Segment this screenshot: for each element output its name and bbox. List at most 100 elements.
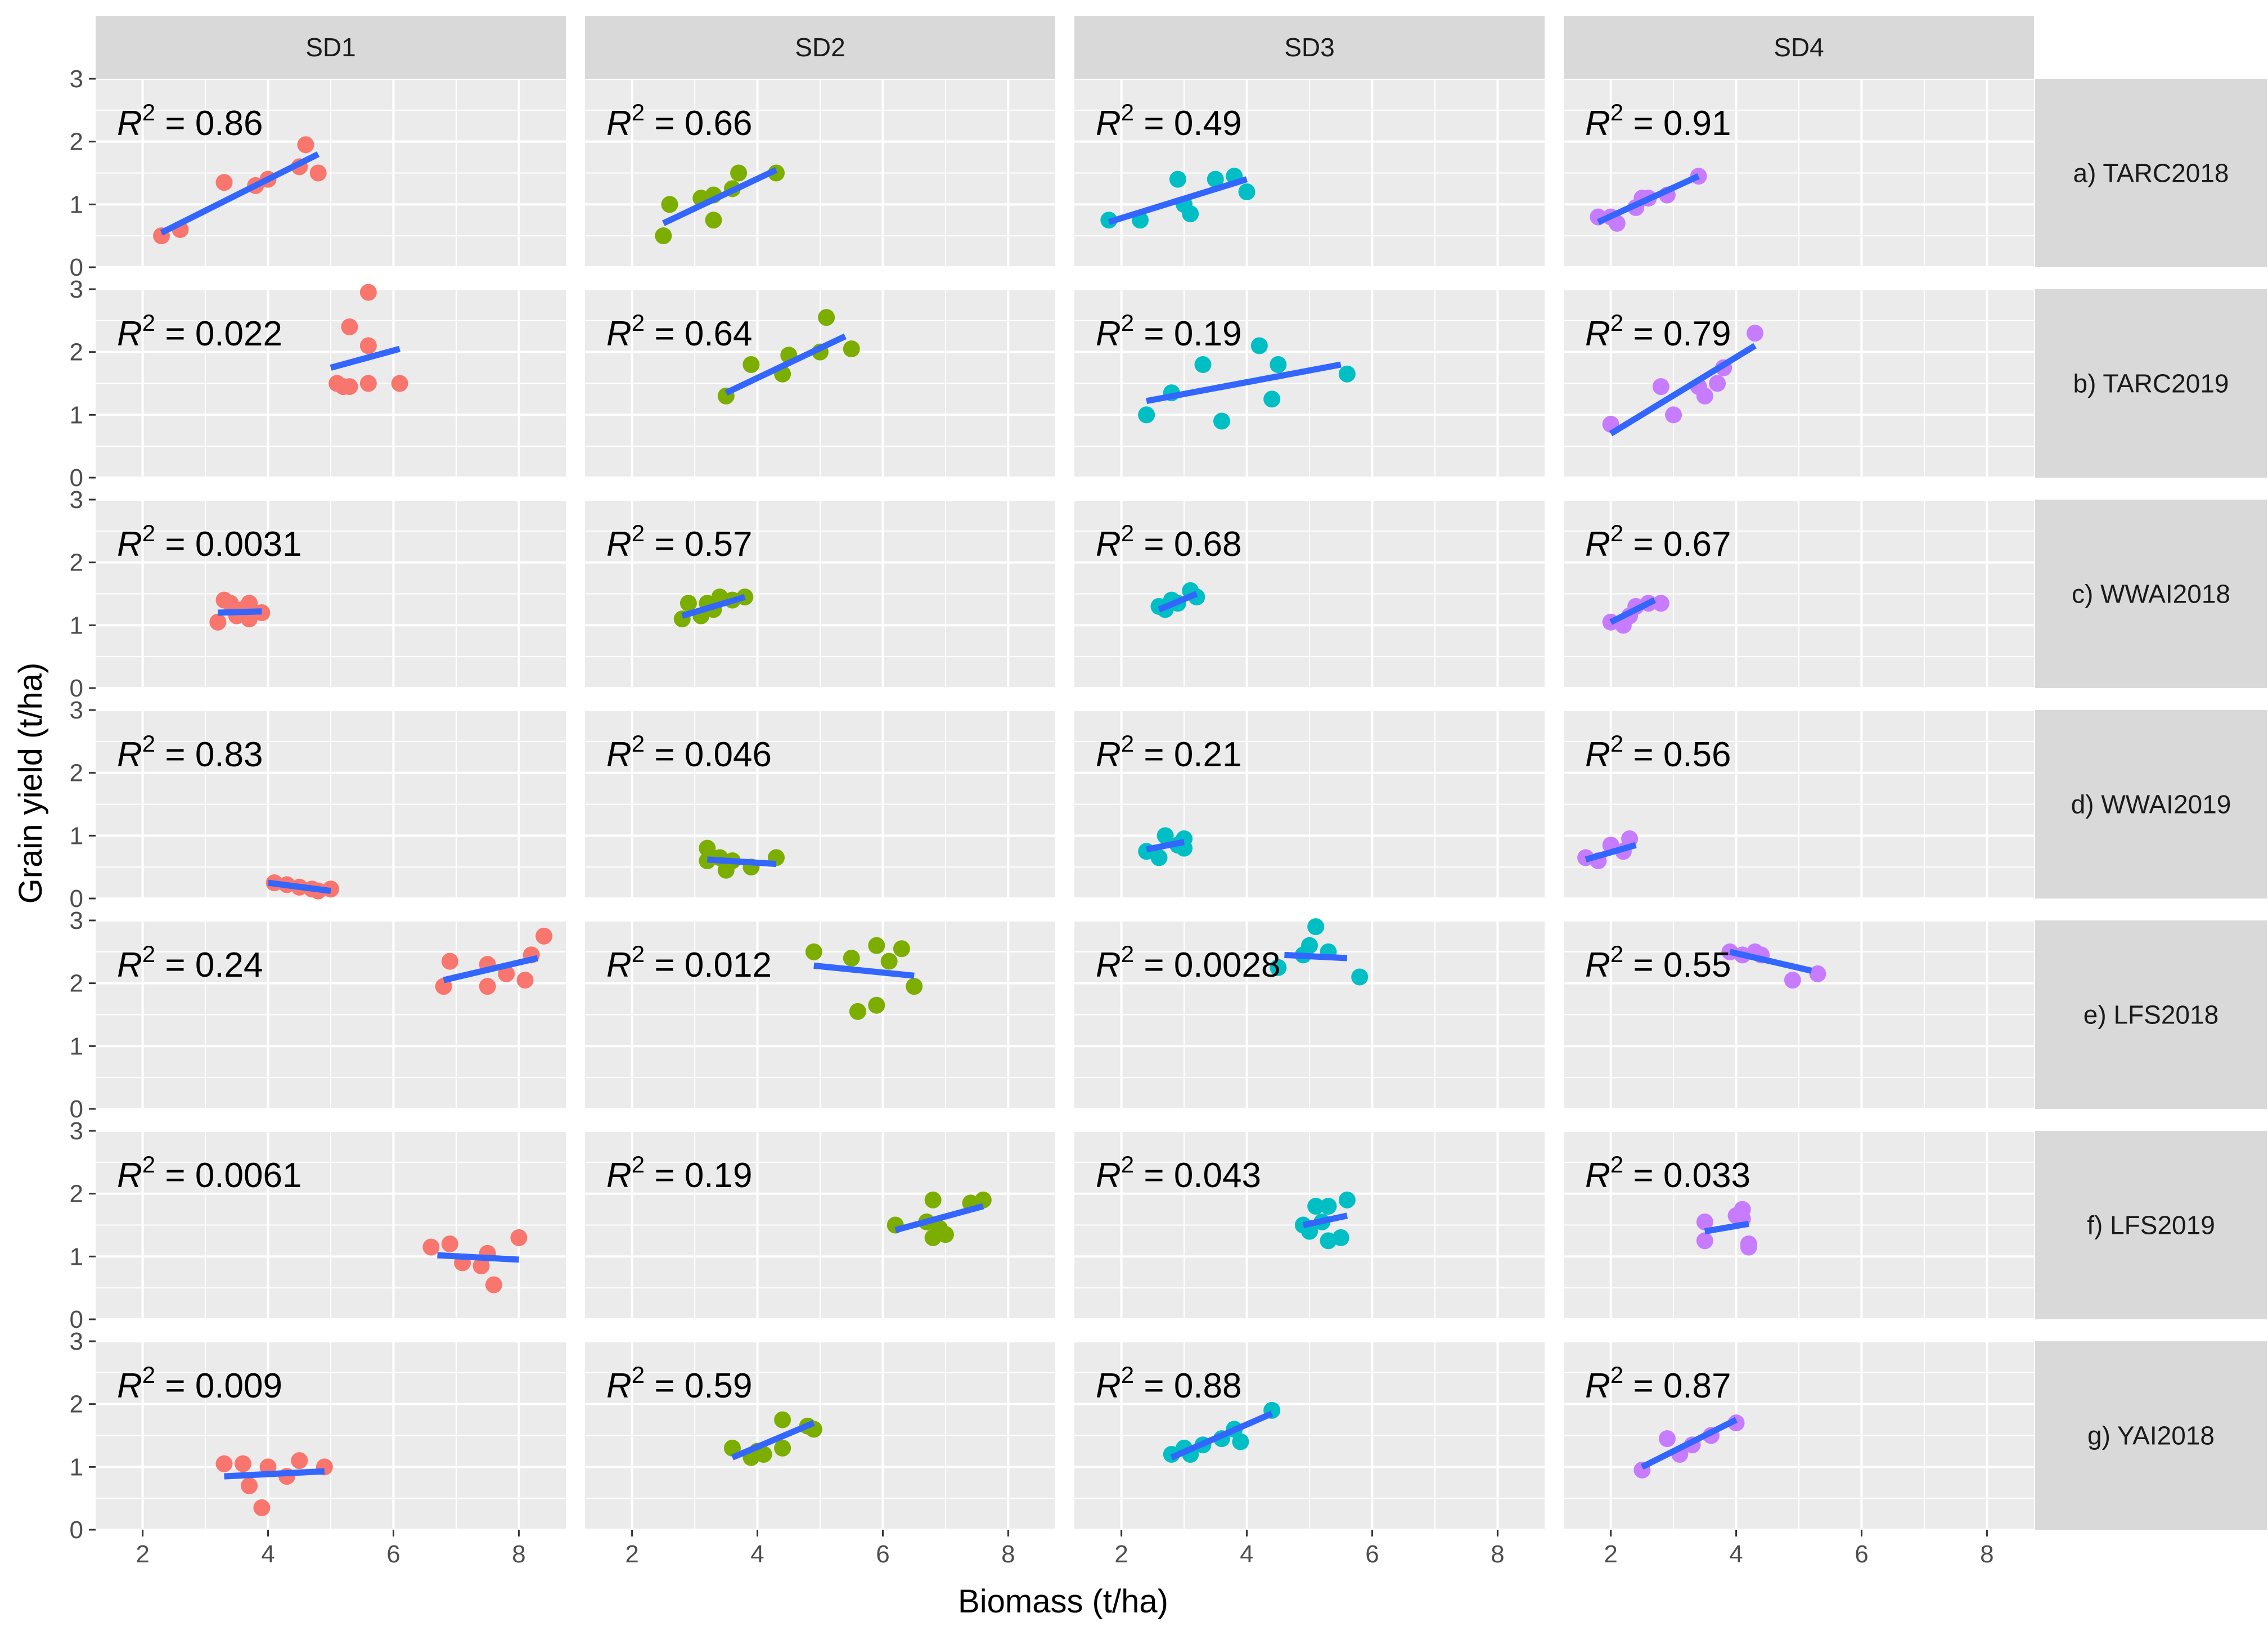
r2-symbol: R	[606, 735, 632, 774]
regression-line	[1704, 1220, 1749, 1235]
regression-line	[1585, 842, 1637, 863]
panel-sd2-row-0: R2 = 0.66	[585, 78, 1055, 268]
panel-sd2-row-2: R2 = 0.57	[585, 498, 1055, 689]
x-tick-label: 4	[261, 1540, 274, 1568]
data-point	[843, 950, 860, 967]
panel-sd2-row-1: R2 = 0.64	[585, 288, 1055, 479]
data-point	[1238, 183, 1256, 200]
r2-equals: =	[155, 1367, 195, 1405]
data-point	[974, 1191, 992, 1208]
r2-value: 0.55	[1663, 946, 1731, 985]
data-point	[1301, 937, 1318, 954]
data-point	[774, 1411, 791, 1428]
data-point	[1338, 1191, 1356, 1208]
panel-sd1-row-1: R2 = 0.022	[96, 284, 566, 479]
r2-symbol: R	[1096, 525, 1121, 564]
r2-equals: =	[1134, 1367, 1174, 1405]
y-tick-label: 3	[70, 907, 83, 934]
column-strip-sd1	[96, 16, 566, 79]
data-point	[441, 952, 458, 970]
r2-equals: =	[1134, 104, 1174, 143]
data-point	[1696, 387, 1713, 405]
r2-symbol: R	[117, 1367, 142, 1405]
regression-line	[681, 594, 746, 619]
data-point	[1213, 412, 1230, 430]
data-point	[309, 164, 327, 182]
r2-exponent: 2	[142, 309, 155, 336]
r2-value: 0.57	[685, 525, 753, 564]
panel-sd2-row-4: R2 = 0.012	[585, 919, 1055, 1110]
data-point	[699, 839, 716, 857]
data-point	[1250, 337, 1268, 354]
regression-line	[1108, 176, 1248, 225]
r2-exponent: 2	[632, 99, 645, 125]
regression-line	[731, 1420, 815, 1461]
r2-value: 0.91	[1663, 104, 1731, 143]
r2-equals: =	[645, 104, 685, 143]
r2-exponent: 2	[1121, 520, 1134, 546]
r2-annotation: R2 = 0.046	[606, 730, 772, 774]
row-strip-label: c) WWAI2018	[2072, 579, 2230, 609]
r2-value: 0.033	[1663, 1156, 1750, 1195]
data-point	[391, 375, 408, 392]
r2-equals: =	[645, 946, 685, 985]
x-tick-label: 4	[1240, 1540, 1253, 1568]
y-tick-label: 3	[70, 65, 83, 93]
r2-value: 0.19	[685, 1156, 753, 1195]
data-point	[705, 212, 722, 229]
r2-symbol: R	[117, 735, 142, 774]
regression-line	[662, 167, 778, 226]
row-strip-3	[2035, 710, 2267, 898]
data-point	[661, 196, 678, 213]
r2-value: 0.79	[1663, 314, 1731, 353]
regression-line	[437, 1252, 519, 1263]
row-strip-label: b) TARC2019	[2073, 369, 2229, 398]
r2-exponent: 2	[1610, 99, 1623, 125]
r2-equals: =	[1623, 104, 1663, 143]
data-point	[1232, 1433, 1249, 1450]
r2-value: 0.24	[195, 946, 263, 985]
r2-annotation: R2 = 0.86	[117, 99, 263, 143]
r2-symbol: R	[117, 314, 142, 353]
r2-annotation: R2 = 0.0061	[117, 1151, 302, 1195]
data-point	[472, 1257, 490, 1275]
regression-line	[1609, 597, 1657, 625]
r2-equals: =	[1623, 1156, 1663, 1195]
data-point	[1307, 1198, 1325, 1215]
row-strip-label: d) WWAI2019	[2071, 790, 2231, 819]
r2-annotation: R2 = 0.67	[1585, 520, 1731, 564]
y-tick-label: 0	[70, 1095, 83, 1123]
data-point	[1320, 1198, 1337, 1215]
column-strip-sd4	[1564, 16, 2034, 79]
r2-value: 0.64	[685, 314, 753, 353]
regression-line	[1170, 1410, 1274, 1461]
data-point	[479, 978, 496, 995]
x-tick-label: 6	[1855, 1540, 1868, 1568]
row-strip-label: g) YAI2018	[2087, 1421, 2215, 1450]
r2-symbol: R	[1585, 314, 1610, 353]
panel-sd4-row-4: R2 = 0.55	[1564, 919, 2034, 1110]
r2-exponent: 2	[632, 941, 645, 967]
panel-sd3-row-2: R2 = 0.68	[1074, 498, 1545, 689]
r2-symbol: R	[606, 525, 632, 564]
x-tick-label: 2	[1114, 1540, 1128, 1568]
regression-line	[707, 856, 777, 868]
x-tick-label: 2	[136, 1540, 149, 1568]
regression-line	[1284, 951, 1348, 961]
data-point	[818, 309, 835, 326]
data-point	[1263, 390, 1281, 408]
data-point	[680, 595, 697, 612]
data-point	[1270, 959, 1287, 976]
r2-value: 0.56	[1663, 735, 1731, 774]
r2-exponent: 2	[632, 1362, 645, 1388]
r2-symbol: R	[1585, 946, 1610, 985]
panel-sd3-row-5: R2 = 0.043	[1074, 1130, 1545, 1320]
y-tick-label: 2	[70, 339, 83, 366]
data-point	[1138, 406, 1155, 424]
r2-equals: =	[1134, 314, 1174, 353]
y-tick-label: 1	[70, 1243, 83, 1270]
r2-value: 0.49	[1174, 104, 1242, 143]
data-point	[1696, 1213, 1713, 1230]
y-tick-label: 0	[70, 885, 83, 913]
